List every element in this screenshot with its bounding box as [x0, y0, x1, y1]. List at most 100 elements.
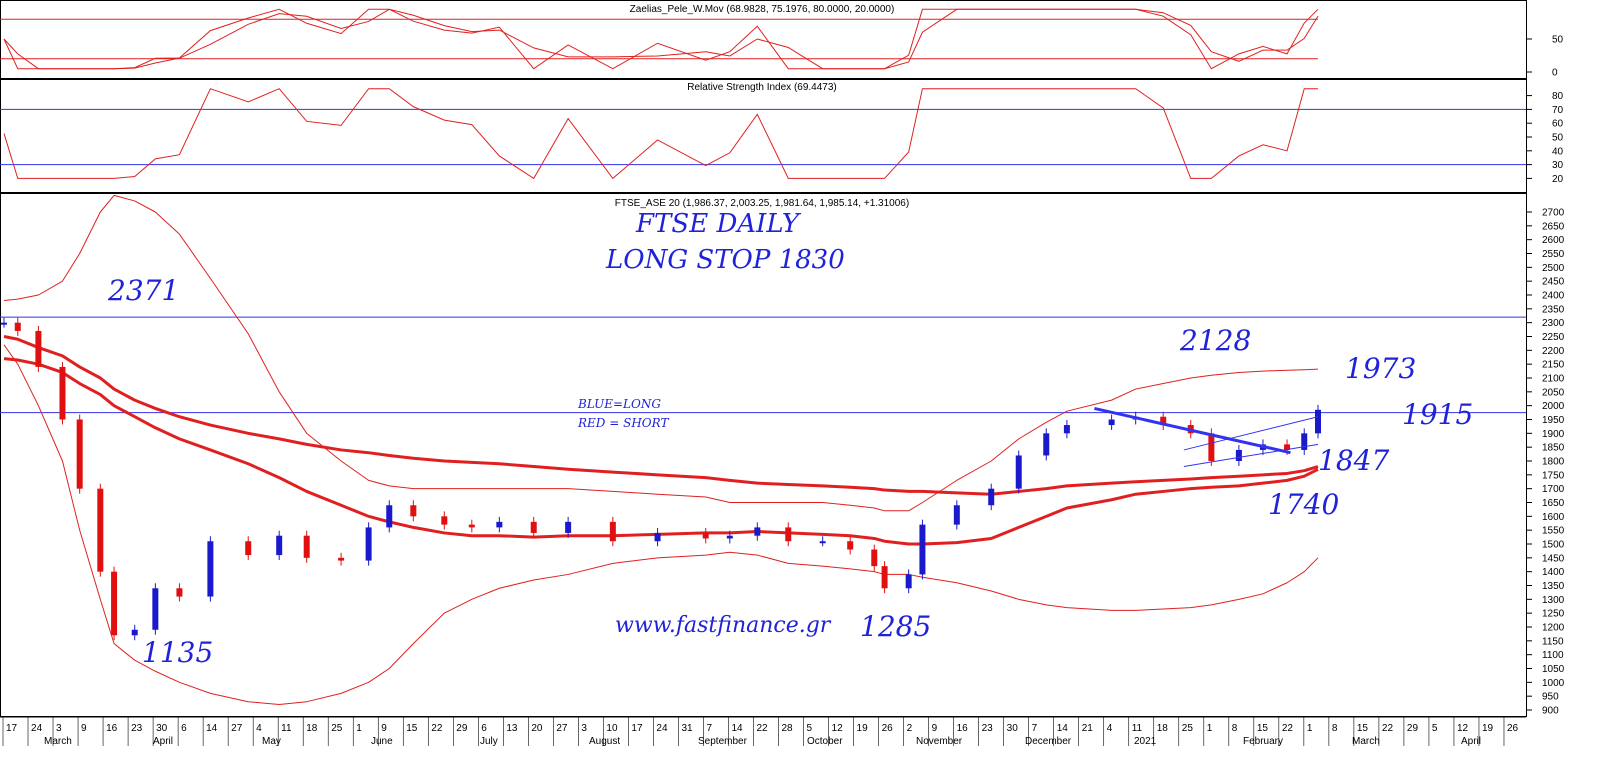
x-day-label: 25 — [1182, 723, 1194, 734]
x-day-label: 7 — [706, 723, 712, 734]
x-day-label: 15 — [406, 723, 418, 734]
price-ytick-label: 1350 — [1542, 581, 1565, 592]
moving-averages — [3, 335, 1319, 546]
annotation-website: www.fastfinance.gr — [615, 613, 832, 638]
rsi-line — [3, 88, 1318, 180]
candle-body — [819, 541, 826, 544]
candle-body — [1301, 433, 1308, 450]
price-ytick-label: 900 — [1542, 706, 1559, 717]
x-day-label: 6 — [181, 723, 187, 734]
x-day-label: 25 — [331, 723, 343, 734]
x-month-label: March — [44, 736, 72, 747]
candle-body — [410, 505, 417, 517]
zaelias-line-slow — [3, 8, 1319, 70]
x-month-label: November — [916, 736, 963, 747]
price-ytick-label: 1600 — [1542, 512, 1565, 523]
price-title: FTSE_ASE 20 (1,986.37, 2,003.25, 1,981.6… — [615, 198, 909, 209]
x-day-label: 21 — [1082, 723, 1094, 734]
price-ytick-label: 1050 — [1542, 664, 1565, 675]
x-day-label: 8 — [1232, 723, 1238, 734]
x-day-label: 11 — [1132, 723, 1143, 734]
price-ytick-label: 2200 — [1542, 346, 1565, 357]
annotation-1740: 1740 — [1268, 488, 1339, 521]
candle-body — [176, 588, 183, 597]
candle-body — [726, 535, 733, 539]
price-ytick-label: 1450 — [1542, 553, 1565, 564]
price-ytick-label: 1700 — [1542, 484, 1565, 495]
x-day-label: 8 — [1332, 723, 1338, 734]
price-ytick-label: 2600 — [1542, 235, 1565, 246]
annotation-1285: 1285 — [860, 610, 931, 643]
candle-body — [245, 541, 252, 556]
price-ytick-label: 1900 — [1542, 429, 1565, 440]
x-day-label: 15 — [1357, 723, 1369, 734]
bollinger-lower-line — [3, 344, 1319, 705]
candle-body — [881, 566, 888, 589]
candle-body — [386, 505, 393, 528]
x-day-label: 5 — [1432, 723, 1438, 734]
rsi-ytick-label: 40 — [1552, 146, 1564, 157]
zaelias-panel — [0, 0, 1527, 79]
x-day-label: 30 — [156, 723, 168, 734]
annotation-heading: FTSE DAILY — [635, 209, 802, 239]
candle-body — [207, 541, 214, 597]
candle-body — [1043, 433, 1050, 456]
rsi-ytick-label: 70 — [1552, 105, 1564, 116]
candle-body — [111, 571, 118, 636]
candle-body — [754, 527, 761, 536]
candle-body — [1108, 419, 1115, 426]
candle-body — [97, 488, 104, 572]
zaelias-line-fast — [3, 8, 1319, 70]
annotation-1847: 1847 — [1318, 444, 1389, 477]
price-ytick-label: 1400 — [1542, 567, 1565, 578]
resistance-trendline — [1094, 406, 1291, 455]
rsi-title: Relative Strength Index (69.4473) — [687, 82, 837, 93]
candle-body — [1315, 409, 1321, 434]
candle-body — [338, 557, 345, 561]
price-ytick-label: 2100 — [1542, 374, 1565, 385]
x-day-label: 16 — [106, 723, 118, 734]
candle-body — [152, 588, 159, 630]
x-day-label: 14 — [206, 723, 218, 734]
x-day-label: 7 — [1032, 723, 1038, 734]
x-month-label: July — [480, 736, 498, 747]
price-ytick-label: 2150 — [1542, 360, 1565, 371]
x-day-label: 16 — [957, 723, 969, 734]
candle-body — [276, 535, 283, 556]
channel-lower-trendline — [1183, 443, 1319, 468]
x-day-label: 26 — [1507, 723, 1519, 734]
x-axis: 17 24 3 9 16 23 30 6 14 27 4 11 18 25 1 9 15 22 29 6 13 20 27 3… — [0, 716, 1526, 747]
candle-body — [1284, 444, 1291, 450]
candle-body — [131, 629, 138, 636]
x-day-label: 31 — [681, 723, 693, 734]
x-day-label: 29 — [1407, 723, 1419, 734]
x-day-label: 14 — [731, 723, 743, 734]
x-day-label: 12 — [1457, 723, 1469, 734]
candle-body — [303, 535, 310, 558]
channel-upper-trendline — [1183, 416, 1319, 451]
candle-body — [76, 419, 83, 489]
x-day-label: 4 — [1107, 723, 1113, 734]
price-level-lines — [0, 316, 1526, 414]
price-ytick-label: 2350 — [1542, 304, 1565, 315]
x-day-label: 18 — [306, 723, 318, 734]
annotation-1915: 1915 — [1402, 398, 1473, 431]
x-day-label: 1 — [1307, 723, 1313, 734]
x-day-label: 2 — [907, 723, 913, 734]
price-ytick-label: 950 — [1542, 692, 1559, 703]
bollinger-upper-line — [3, 194, 1319, 512]
candle-body — [1063, 425, 1070, 434]
price-ytick-label: 1150 — [1542, 636, 1564, 647]
zaelias-ytick-label: 50 — [1552, 35, 1564, 46]
x-month-label: October — [807, 736, 843, 747]
price-ytick-label: 1100 — [1542, 650, 1564, 661]
candle-body — [1160, 416, 1167, 426]
candle-body — [953, 505, 960, 525]
candle-body — [847, 541, 854, 550]
price-ytick-label: 2000 — [1542, 401, 1565, 412]
price-ytick-label: 2450 — [1542, 277, 1565, 288]
y-axis-ticks: 2700 2650 2600 2550 2500 2450 2400 2350 2300 2250… — [1527, 35, 1565, 717]
candle-body — [365, 527, 372, 561]
candle-body — [988, 488, 995, 506]
x-day-label: 9 — [81, 723, 87, 734]
